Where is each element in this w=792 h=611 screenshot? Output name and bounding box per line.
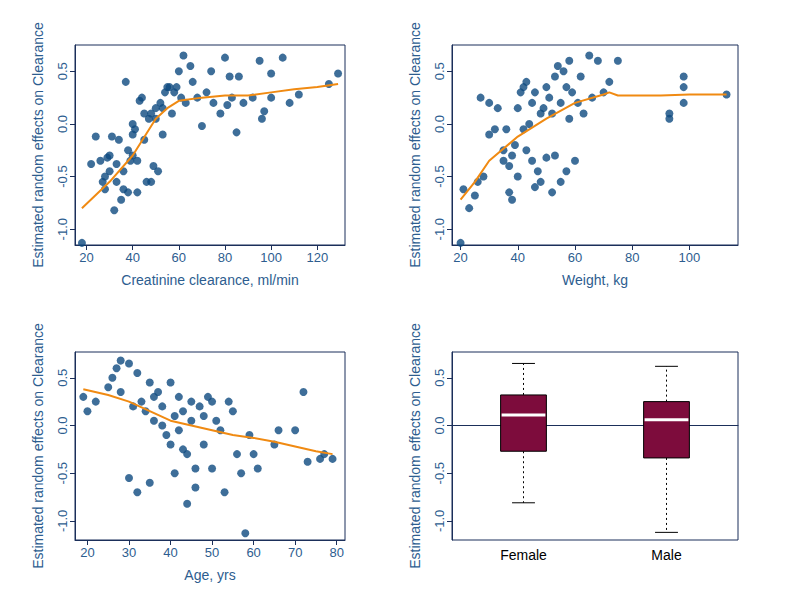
- svg-text:120: 120: [306, 250, 328, 265]
- svg-text:0.0: 0.0: [55, 416, 70, 434]
- svg-text:100: 100: [679, 250, 701, 265]
- svg-text:Male: Male: [651, 547, 682, 563]
- svg-text:0.0: 0.0: [55, 115, 70, 133]
- svg-text:60: 60: [172, 250, 186, 265]
- svg-text:80: 80: [218, 250, 232, 265]
- svg-text:100: 100: [260, 250, 282, 265]
- svg-text:70: 70: [288, 545, 302, 560]
- svg-text:20: 20: [453, 250, 467, 265]
- svg-text:-1.0: -1.0: [432, 510, 447, 532]
- svg-text:0.5: 0.5: [55, 62, 70, 80]
- svg-text:Estimated random effects on Cl: Estimated random effects on Clearance: [407, 323, 423, 569]
- svg-text:50: 50: [205, 545, 219, 560]
- svg-text:0.0: 0.0: [432, 416, 447, 434]
- svg-text:-1.0: -1.0: [55, 510, 70, 532]
- svg-text:Age, yrs: Age, yrs: [184, 567, 235, 583]
- svg-text:Estimated random effects on Cl: Estimated random effects on Clearance: [407, 22, 423, 268]
- svg-text:80: 80: [329, 545, 343, 560]
- svg-text:-1.0: -1.0: [55, 218, 70, 240]
- svg-text:Estimated random effects on Cl: Estimated random effects on Clearance: [30, 22, 46, 268]
- svg-text:80: 80: [625, 250, 639, 265]
- svg-text:40: 40: [125, 250, 139, 265]
- svg-text:-0.5: -0.5: [432, 462, 447, 484]
- svg-text:30: 30: [122, 545, 136, 560]
- svg-text:40: 40: [511, 250, 525, 265]
- svg-text:0.5: 0.5: [432, 369, 447, 387]
- svg-text:Female: Female: [500, 547, 547, 563]
- svg-text:0.0: 0.0: [432, 115, 447, 133]
- svg-text:60: 60: [568, 250, 582, 265]
- svg-text:Estimated random effects on Cl: Estimated random effects on Clearance: [30, 323, 46, 569]
- svg-text:-1.0: -1.0: [432, 218, 447, 240]
- svg-text:-0.5: -0.5: [55, 165, 70, 187]
- svg-text:Creatinine clearance, ml/min: Creatinine clearance, ml/min: [121, 272, 298, 288]
- svg-text:0.5: 0.5: [432, 62, 447, 80]
- svg-text:0.5: 0.5: [55, 369, 70, 387]
- svg-text:Weight, kg: Weight, kg: [562, 272, 628, 288]
- svg-text:40: 40: [163, 545, 177, 560]
- svg-text:20: 20: [79, 250, 93, 265]
- svg-text:-0.5: -0.5: [55, 462, 70, 484]
- svg-text:-0.5: -0.5: [432, 165, 447, 187]
- svg-text:20: 20: [80, 545, 94, 560]
- svg-text:60: 60: [246, 545, 260, 560]
